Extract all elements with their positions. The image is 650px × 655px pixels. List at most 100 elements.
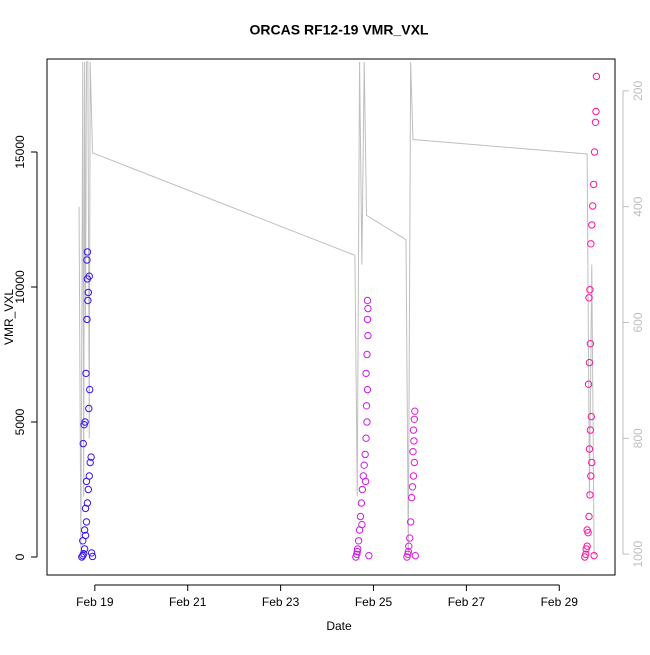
y-axis-label: VMR_VXL [2, 289, 16, 345]
chart-title: ORCAS RF12-19 VMR_VXL [250, 22, 429, 38]
point [586, 426, 595, 434]
point [410, 415, 419, 423]
point [409, 472, 418, 480]
x-tick-label: Feb 25 [355, 595, 393, 609]
point [586, 339, 595, 348]
point [81, 418, 89, 426]
point [80, 526, 89, 534]
point [80, 545, 89, 553]
point [408, 483, 417, 491]
point [411, 551, 419, 560]
point [84, 485, 93, 494]
point [363, 296, 372, 305]
point [582, 550, 590, 558]
y-tick-label: 5000 [13, 408, 27, 435]
point [354, 545, 362, 553]
point [84, 288, 93, 297]
point [361, 450, 369, 459]
point [79, 550, 88, 558]
point [591, 118, 600, 126]
x-tick-label: Feb 27 [448, 595, 486, 609]
point [409, 447, 417, 456]
point [584, 380, 593, 388]
y-tick-label: 0 [13, 553, 27, 560]
plot-box [46, 58, 616, 576]
point [586, 491, 594, 499]
point [362, 402, 371, 410]
point [81, 504, 90, 513]
point [365, 551, 373, 560]
y-tick-label: 15000 [13, 135, 27, 169]
point [587, 240, 595, 248]
point [363, 350, 371, 359]
x-axis-label: Date [326, 619, 352, 633]
point [585, 294, 593, 302]
point [404, 547, 413, 556]
y2-tick-label: 800 [631, 428, 645, 448]
point [582, 545, 590, 553]
point [592, 72, 601, 81]
point [409, 426, 418, 434]
point [83, 315, 91, 324]
point [88, 552, 97, 561]
point [362, 434, 370, 442]
point [406, 518, 415, 526]
y2-tick-label: 200 [631, 81, 645, 101]
point [86, 458, 94, 467]
x-tick-label: Feb 21 [169, 595, 207, 609]
point [86, 385, 94, 394]
point [411, 407, 419, 415]
point [82, 369, 90, 378]
point [590, 551, 598, 560]
point [404, 550, 412, 558]
point [585, 445, 594, 453]
point [592, 107, 600, 116]
x-tick-label: Feb 19 [76, 595, 114, 609]
point [362, 369, 370, 378]
point [588, 458, 596, 467]
point [363, 418, 371, 426]
y2-tick-label: 600 [631, 312, 645, 332]
y2-tick-label: 400 [631, 196, 645, 216]
point [585, 512, 593, 521]
pressure-line [78, 61, 597, 555]
point [410, 437, 418, 445]
point [588, 221, 596, 229]
point [83, 256, 91, 264]
point [583, 526, 591, 534]
point [79, 537, 87, 545]
x-tick-label: Feb 23 [262, 595, 300, 609]
y-tick-label: 10000 [13, 270, 27, 304]
point [585, 358, 594, 367]
point [85, 404, 93, 413]
point [363, 315, 372, 324]
point [410, 458, 419, 467]
point [354, 537, 363, 545]
point [590, 148, 599, 156]
x-tick-label: Feb 29 [541, 595, 579, 609]
point [87, 549, 96, 557]
point [589, 180, 598, 189]
y2-tick-label: 1000 [631, 540, 645, 567]
plot-area [78, 61, 601, 561]
point [358, 485, 367, 494]
point [85, 272, 93, 280]
point [363, 385, 372, 394]
point [587, 472, 595, 480]
point [407, 493, 416, 502]
point [360, 461, 368, 469]
point [587, 412, 596, 421]
point [364, 304, 372, 313]
point [361, 477, 370, 486]
point [358, 520, 366, 529]
point [364, 331, 372, 340]
point [589, 202, 597, 210]
point [84, 296, 92, 305]
point [406, 534, 414, 542]
point [357, 499, 366, 507]
point [79, 439, 87, 448]
point [87, 453, 95, 461]
point [83, 248, 92, 256]
point [405, 542, 413, 550]
